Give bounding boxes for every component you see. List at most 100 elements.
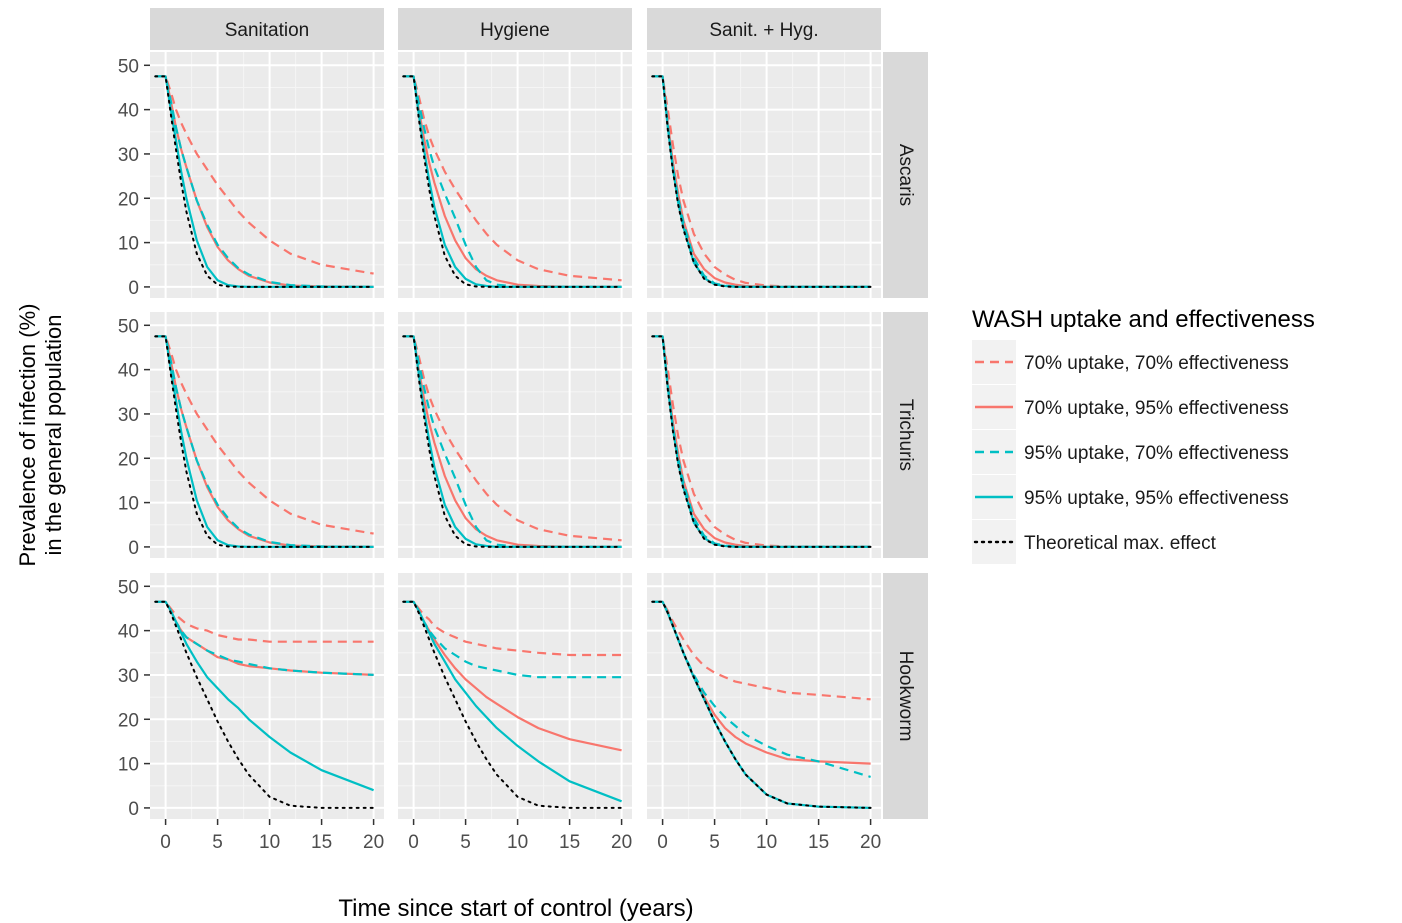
series-95-uptake-95-eff-line xyxy=(155,335,374,549)
panel-background xyxy=(150,573,384,819)
y-tick-label: 0 xyxy=(128,278,139,299)
x-tick-label: 15 xyxy=(808,832,829,853)
x-tick-label: 5 xyxy=(709,832,720,853)
x-tick-label: 0 xyxy=(160,832,171,853)
x-tick-label: 0 xyxy=(657,832,668,853)
series-95-uptake-70-eff-line xyxy=(155,600,374,676)
y-tick-label: 50 xyxy=(118,316,139,337)
series-theoretical-max-line xyxy=(651,335,872,548)
series-95-uptake-70-eff-line xyxy=(155,335,374,548)
row-strip-label: Trichuris xyxy=(895,399,916,471)
series-95-uptake-70-eff-line xyxy=(403,600,622,679)
chart-panels xyxy=(150,52,881,819)
legend-item-label: Theoretical max. effect xyxy=(1024,533,1217,554)
series-theoretical-max-line xyxy=(402,335,623,548)
panel-ascaris-sanitation xyxy=(150,52,384,298)
panel-background xyxy=(647,573,881,819)
series-95-uptake-70-eff-line xyxy=(155,75,374,288)
series-70-uptake-70-eff-line xyxy=(155,600,374,643)
series-theoretical-max-line xyxy=(402,600,623,809)
y-tick-label: 10 xyxy=(118,234,139,255)
panel-trichuris-sanitation xyxy=(150,312,384,558)
column-strip-label: Sanit. + Hyg. xyxy=(709,20,818,41)
series-theoretical-max-line xyxy=(154,600,375,809)
series-95-uptake-95-eff-line xyxy=(403,600,622,803)
legend: WASH uptake and effectiveness 70% uptake… xyxy=(972,306,1315,564)
panel-ascaris-sanit-hyg xyxy=(647,52,881,298)
x-tick-label: 15 xyxy=(559,832,580,853)
legend-item-label: 70% uptake, 95% effectiveness xyxy=(1024,398,1289,419)
series-95-uptake-95-eff-line xyxy=(155,600,374,792)
x-tick-label: 10 xyxy=(507,832,528,853)
column-strip xyxy=(647,8,881,50)
series-70-uptake-70-eff-line xyxy=(155,335,374,535)
legend-items: 70% uptake, 70% effectiveness 70% uptake,… xyxy=(972,340,1289,564)
row-strip xyxy=(883,573,928,819)
series-70-uptake-70-eff-line xyxy=(403,335,622,542)
x-tick-label: 15 xyxy=(311,832,332,853)
panel-background xyxy=(647,52,881,298)
panel-background xyxy=(150,312,384,558)
legend-item: 70% uptake, 70% effectiveness xyxy=(972,340,1289,384)
facet-strips: Sanitation Hygiene Sanit. + Hyg. Ascaris Tri… xyxy=(150,8,928,819)
series-theoretical-max-line xyxy=(651,75,872,288)
y-tick-label: 40 xyxy=(118,361,139,382)
series-theoretical-max-line xyxy=(651,600,872,809)
legend-item-label: 95% uptake, 70% effectiveness xyxy=(1024,443,1289,464)
y-axis-label-line2: in the general population xyxy=(41,315,66,556)
legend-item: Theoretical max. effect xyxy=(972,520,1217,564)
y-tick-label: 30 xyxy=(118,145,139,166)
series-70-uptake-70-eff-line xyxy=(155,75,374,275)
y-axis-label-line1: Prevalence of infection (%) xyxy=(15,304,40,567)
legend-item: 70% uptake, 95% effectiveness xyxy=(972,385,1289,429)
legend-title: WASH uptake and effectiveness xyxy=(972,306,1315,333)
column-strip xyxy=(150,8,384,50)
column-strip xyxy=(398,8,632,50)
series-95-uptake-95-eff-line xyxy=(403,335,622,549)
series-95-uptake-95-eff-line xyxy=(155,75,374,288)
panel-background xyxy=(150,52,384,298)
panel-ascaris-hygiene xyxy=(398,52,632,298)
y-tick-label: 20 xyxy=(118,189,139,210)
panel-trichuris-sanit-hyg xyxy=(647,312,881,558)
x-axis-label: Time since start of control (years) xyxy=(338,895,693,922)
y-tick-label: 40 xyxy=(118,622,139,643)
panel-hookworm-hygiene xyxy=(398,573,632,819)
series-70-uptake-70-eff-line xyxy=(403,600,622,657)
panel-background xyxy=(398,573,632,819)
panel-background xyxy=(647,312,881,558)
series-70-uptake-70-eff-line xyxy=(652,600,871,701)
legend-item-label: 70% uptake, 70% effectiveness xyxy=(1024,353,1289,374)
x-tick-label: 10 xyxy=(756,832,777,853)
series-95-uptake-95-eff-line xyxy=(403,75,622,288)
x-tick-label: 5 xyxy=(460,832,471,853)
y-tick-label: 10 xyxy=(118,755,139,776)
series-70-uptake-95-eff-line xyxy=(403,75,622,288)
y-tick-label: 0 xyxy=(128,538,139,559)
y-tick-label: 50 xyxy=(118,56,139,77)
series-70-uptake-70-eff-line xyxy=(403,75,622,282)
x-tick-label: 5 xyxy=(212,832,223,853)
x-tick-label: 20 xyxy=(363,832,384,853)
y-tick-label: 30 xyxy=(118,405,139,426)
legend-key-background xyxy=(972,520,1016,564)
y-tick-label: 0 xyxy=(128,799,139,820)
legend-item: 95% uptake, 95% effectiveness xyxy=(972,475,1289,519)
y-tick-label: 20 xyxy=(118,710,139,731)
column-strip-label: Hygiene xyxy=(480,20,550,41)
row-strip xyxy=(883,312,928,558)
row-strip xyxy=(883,52,928,298)
row-strip-label: Hookworm xyxy=(895,651,916,742)
panel-hookworm-sanit-hyg xyxy=(647,573,881,819)
row-strip-label: Ascaris xyxy=(895,144,916,206)
y-tick-label: 20 xyxy=(118,449,139,470)
series-70-uptake-95-eff-line xyxy=(403,335,622,549)
x-tick-label: 20 xyxy=(611,832,632,853)
legend-item: 95% uptake, 70% effectiveness xyxy=(972,430,1289,474)
series-theoretical-max-line xyxy=(402,75,623,288)
y-tick-label: 40 xyxy=(118,101,139,122)
y-tick-label: 30 xyxy=(118,666,139,687)
column-strip-label: Sanitation xyxy=(225,20,310,41)
